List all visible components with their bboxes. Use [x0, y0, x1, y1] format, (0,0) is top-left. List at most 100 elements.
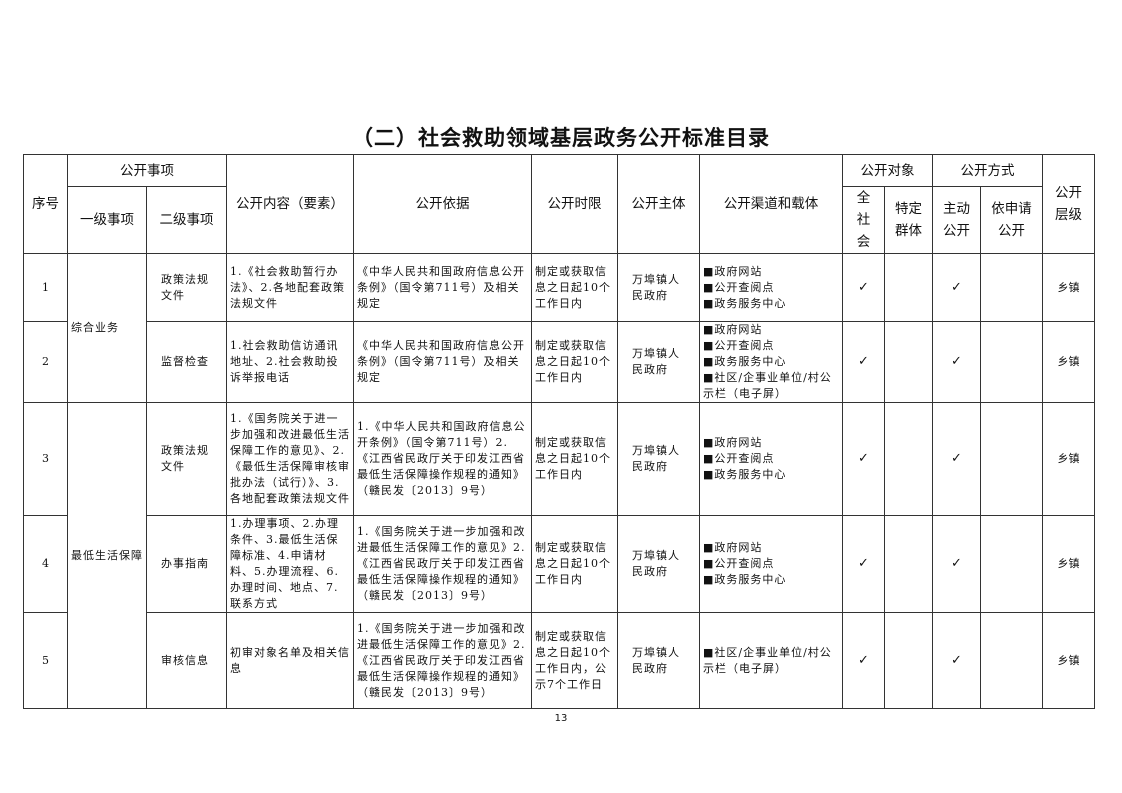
header-seq: 序号 — [23, 154, 68, 254]
target-all-check-icon: ✓ — [842, 612, 885, 709]
row-channels: ■政府网站 ■公开查阅点 ■政务服务中心 — [699, 515, 843, 613]
row-seq: 3 — [23, 402, 68, 516]
row-seq: 4 — [23, 515, 68, 613]
target-all-check-icon: ✓ — [842, 515, 885, 613]
channel-item: ■政府网站 — [703, 541, 763, 554]
header-method-active: 主动公开 — [932, 186, 981, 254]
target-all-check-icon: ✓ — [842, 253, 885, 322]
row-basis: 1.《中华人民共和国政府信息公开条例》（国令第711号）2.《江西省民政厅关于印… — [353, 402, 532, 516]
row-basis: 1.《国务院关于进一步加强和改进最低生活保障工作的意见》2.《江西省民政厅关于印… — [353, 612, 532, 709]
row-seq: 5 — [23, 612, 68, 709]
table-row: 3 最低生活保障 政策法规文件 1.《国务院关于进一步加强和改进最低生活保障工作的意见… — [23, 402, 1095, 709]
method-request-empty — [980, 253, 1043, 322]
row-channels: ■政府网站 ■公开查阅点 ■政务服务中心 ■社区/企事业单位/村公示栏（电子屏） — [699, 321, 843, 403]
row-level: 乡镇 — [1042, 253, 1095, 322]
header-matter: 公开事项 — [67, 154, 227, 187]
target-all-check-icon: ✓ — [842, 402, 885, 516]
table-row: 5 审核信息 初审对象名单及相关信息 1.《国务院关于进一步加强和改进最低生活保障工作… — [23, 612, 1095, 709]
row-time: 制定或获取信息之日起10个工作日内 — [531, 321, 618, 403]
row-channels: ■社区/企事业单位/村公示栏（电子屏） — [699, 612, 843, 709]
row-level2: 办事指南 — [146, 515, 227, 613]
row-time: 制定或获取信息之日起10个工作日内，公示7个工作日 — [531, 612, 618, 709]
header-target-all: 全社会 — [842, 186, 885, 254]
row-channels: ■政府网站 ■公开查阅点 ■政务服务中心 — [699, 402, 843, 516]
row-subject: 万埠镇人民政府 — [617, 612, 700, 709]
header-time: 公开时限 — [531, 154, 618, 254]
row-level2: 监督检查 — [146, 321, 227, 403]
row-basis: 《中华人民共和国政府信息公开条例》（国令第711号）及相关规定 — [353, 253, 532, 322]
channel-item: ■政务服务中心 — [703, 573, 787, 586]
row-subject: 万埠镇人民政府 — [617, 515, 700, 613]
header-target: 公开对象 — [842, 154, 933, 187]
channel-item: ■社区/企事业单位/村公示栏（电子屏） — [703, 645, 832, 675]
method-active-check-icon: ✓ — [932, 253, 981, 322]
row-content: 1.社会救助信访通讯地址、2.社会救助投诉举报电话 — [226, 321, 354, 403]
row-subject: 万埠镇人民政府 — [617, 321, 700, 403]
channel-item: ■政务服务中心 — [703, 468, 787, 481]
row-level: 乡镇 — [1042, 321, 1095, 403]
method-request-empty — [980, 402, 1043, 516]
row-seq: 2 — [23, 321, 68, 403]
target-all-check-icon: ✓ — [842, 321, 885, 403]
row-subject: 万埠镇人民政府 — [617, 253, 700, 322]
channel-item: ■公开查阅点 — [703, 452, 775, 465]
header-method: 公开方式 — [932, 154, 1043, 187]
header-channel: 公开渠道和载体 — [699, 154, 843, 254]
header-method-request: 依申请公开 — [980, 186, 1043, 254]
row-level2: 审核信息 — [146, 612, 227, 709]
channel-item: ■政务服务中心 — [703, 296, 787, 310]
method-request-empty — [980, 515, 1043, 613]
row-content: 1.《国务院关于进一步加强和改进最低生活保障工作的意见》、2.《最低生活保障审核… — [226, 402, 354, 516]
table-row: 1 综合业务 政策法规文件 1.《社会救助暂行办法》、2.各地配套政策法规文件 《中华人… — [23, 253, 1095, 403]
method-active-check-icon: ✓ — [932, 321, 981, 403]
row-level: 乡镇 — [1042, 612, 1095, 709]
method-active-check-icon: ✓ — [932, 515, 981, 613]
row-subject: 万埠镇人民政府 — [617, 402, 700, 516]
catalog-table: 序号 公开事项 公开内容（要素） 公开依据 公开时限 公开主体 公开渠道和载体 … — [23, 154, 1095, 709]
header-level1: 一级事项 — [67, 186, 147, 254]
row-level1: 最低生活保障 — [67, 402, 147, 709]
row-time: 制定或获取信息之日起10个工作日内 — [531, 402, 618, 516]
header-level2: 二级事项 — [146, 186, 227, 254]
target-specific-empty — [884, 321, 933, 403]
page-title: （二）社会救助领域基层政务公开标准目录 — [352, 126, 770, 150]
channel-item: ■公开查阅点 — [703, 557, 775, 570]
method-request-empty — [980, 321, 1043, 403]
method-active-check-icon: ✓ — [932, 402, 981, 516]
row-channels: ■政府网站 ■公开查阅点 ■政务服务中心 — [699, 253, 843, 322]
row-content: 1.《社会救助暂行办法》、2.各地配套政策法规文件 — [226, 253, 354, 322]
table-row: 4 办事指南 1.办理事项、2.办理条件、3.最低生活保障标准、4.申请材料、5.办… — [23, 515, 1095, 613]
target-specific-empty — [884, 515, 933, 613]
header-content: 公开内容（要素） — [226, 154, 354, 254]
row-time: 制定或获取信息之日起10个工作日内 — [531, 515, 618, 613]
row-content: 1.办理事项、2.办理条件、3.最低生活保障标准、4.申请材料、5.办理流程、6… — [226, 515, 354, 613]
row-basis: 1.《国务院关于进一步加强和改进最低生活保障工作的意见》2.《江西省民政厅关于印… — [353, 515, 532, 613]
channel-item: ■公开查阅点 — [703, 280, 775, 294]
page-number: 13 — [554, 713, 568, 724]
header-basis: 公开依据 — [353, 154, 532, 254]
channel-item: ■公开查阅点 — [703, 339, 775, 352]
target-specific-empty — [884, 253, 933, 322]
channel-item: ■政务服务中心 — [703, 355, 787, 368]
channel-item: ■政府网站 — [703, 436, 763, 449]
channel-item: ■政府网站 — [703, 264, 763, 278]
channel-item: ■社区/企事业单位/村公示栏（电子屏） — [703, 371, 832, 400]
method-request-empty — [980, 612, 1043, 709]
method-active-check-icon: ✓ — [932, 612, 981, 709]
header-target-specific: 特定群体 — [884, 186, 933, 254]
row-content: 初审对象名单及相关信息 — [226, 612, 354, 709]
row-level: 乡镇 — [1042, 402, 1095, 516]
row-level2: 政策法规文件 — [146, 253, 227, 322]
channel-item: ■政府网站 — [703, 323, 763, 336]
row-basis: 《中华人民共和国政府信息公开条例》（国令第711号）及相关规定 — [353, 321, 532, 403]
row-seq: 1 — [23, 253, 68, 322]
target-specific-empty — [884, 612, 933, 709]
row-level2: 政策法规文件 — [146, 402, 227, 516]
header-subject: 公开主体 — [617, 154, 700, 254]
row-level: 乡镇 — [1042, 515, 1095, 613]
header-level: 公开层级 — [1042, 154, 1095, 254]
row-level1: 综合业务 — [67, 253, 147, 403]
target-specific-empty — [884, 402, 933, 516]
table-row: 2 监督检查 1.社会救助信访通讯地址、2.社会救助投诉举报电话 《中华人民共和国政府… — [23, 321, 1095, 403]
row-time: 制定或获取信息之日起10个工作日内 — [531, 253, 618, 322]
